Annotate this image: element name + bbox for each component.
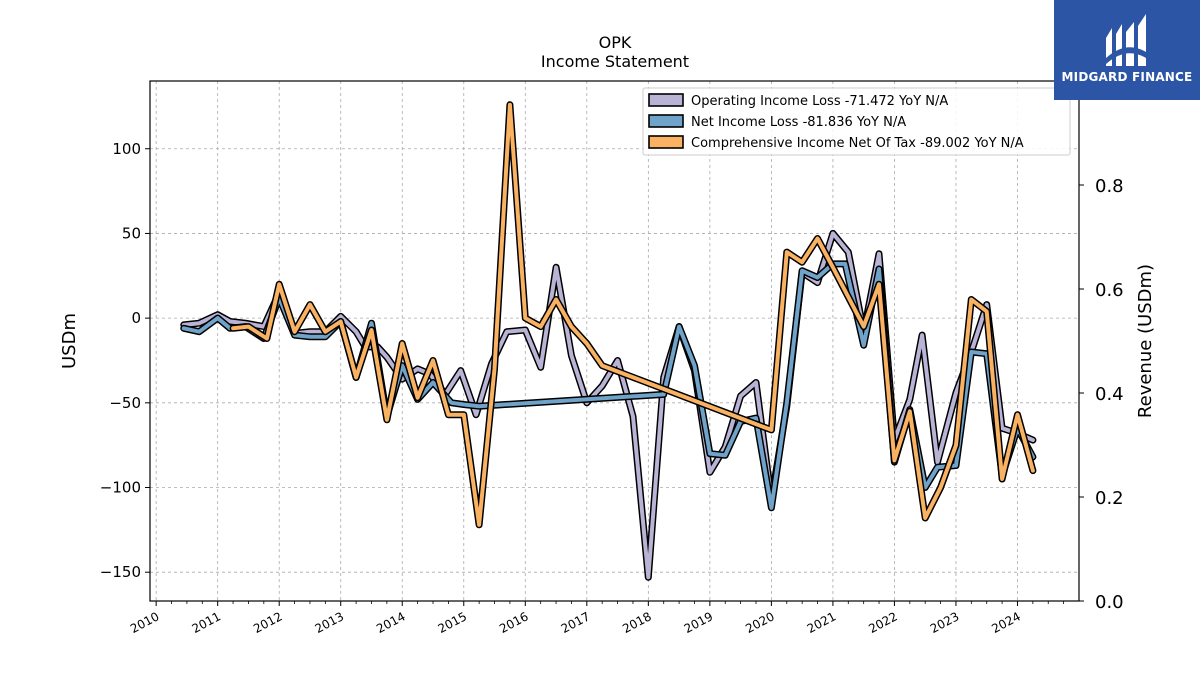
gridlines (150, 81, 1079, 601)
logo-mark-icon (1106, 14, 1146, 66)
y-right-tick-label: 0.2 (1095, 488, 1124, 509)
legend-label: Operating Income Loss -71.472 YoY N/A (691, 94, 948, 109)
y-tick-label: 50 (122, 224, 141, 242)
x-tick-label: 2019 (682, 609, 716, 636)
brand-name: MIDGARD FINANCE (1061, 70, 1193, 84)
y-tick-label: 100 (112, 140, 141, 158)
series-line (231, 102, 1035, 527)
series-layer (180, 101, 1037, 581)
axes: 100 50 0 −50 −100 −150 2010 2011 2012 2013 2014 201… (100, 140, 1124, 636)
x-tick-label: 2024 (989, 609, 1023, 636)
series-operating-income-loss (180, 229, 1037, 581)
legend-label: Net Income Loss -81.836 YoY N/A (691, 115, 906, 130)
legend-swatch (648, 135, 684, 149)
x-tick-label: 2021 (805, 609, 839, 636)
y-right-tick-label: 0.4 (1095, 384, 1124, 405)
y-tick-label: −150 (100, 563, 141, 581)
x-tick-label: 2013 (313, 609, 347, 636)
y-axis-right-label: Revenue (USDm) (1135, 264, 1156, 418)
x-tick-label: 2011 (190, 609, 224, 636)
y-tick-label: 0 (131, 309, 141, 327)
legend-label: Comprehensive Income Net Of Tax -89.002 … (691, 136, 1024, 151)
x-tick-label: 2016 (497, 609, 531, 636)
series-comprehensive-income-net-of-tax (229, 101, 1037, 529)
y-right-tick-label: 0.6 (1095, 280, 1124, 301)
x-tick-label: 2023 (928, 609, 962, 636)
y-axis-label: USDm (59, 313, 80, 369)
y-right-tick-label: 0.8 (1095, 176, 1124, 197)
series-line (181, 261, 1035, 510)
brand-logo: MIDGARD FINANCE (1054, 0, 1200, 100)
x-tick-label: 2020 (743, 609, 777, 636)
y-tick-label: −50 (109, 394, 141, 412)
legend-swatch (648, 93, 684, 107)
legend-box (642, 87, 1071, 156)
x-tick-label: 2018 (620, 609, 654, 636)
x-tick-label: 2012 (251, 609, 285, 636)
plot-frame (149, 80, 1080, 602)
chart-title: OPK (599, 33, 632, 52)
series-line (181, 231, 1035, 580)
x-tick-label: 2015 (436, 609, 470, 636)
series-net-income-loss (180, 260, 1037, 512)
series-outline (229, 101, 1037, 529)
legend-swatch (648, 114, 684, 128)
y-right-tick-label: 0.0 (1095, 592, 1124, 613)
legend: Operating Income Loss -71.472 YoY N/A Net… (642, 87, 1071, 156)
x-tick-label: 2017 (559, 609, 593, 636)
x-tick-label: 2010 (128, 609, 162, 636)
x-tick-label: 2022 (866, 609, 900, 636)
series-outline (180, 260, 1037, 512)
x-tick-label: 2014 (374, 609, 408, 636)
y-tick-label: −100 (100, 479, 141, 497)
chart-subtitle: Income Statement (541, 52, 689, 71)
